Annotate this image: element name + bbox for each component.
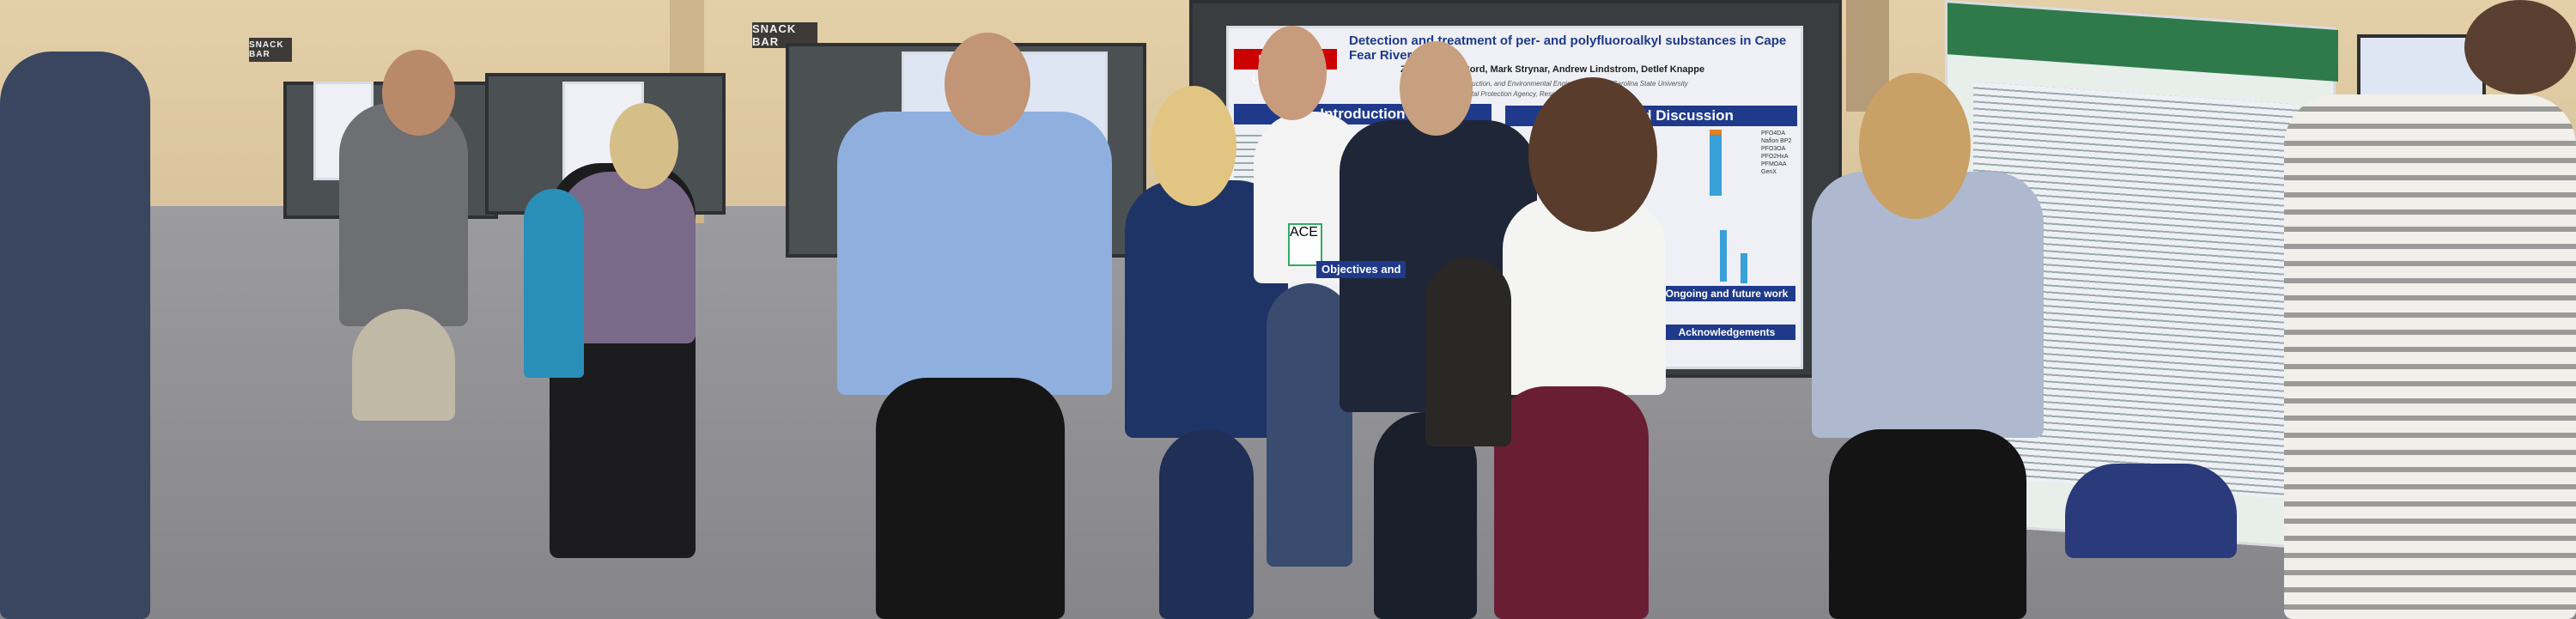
legend-item: GenX — [1761, 169, 1777, 175]
person-head — [382, 50, 455, 136]
legend-item: PFO2HxA — [1761, 154, 1789, 160]
snack-bar-sign: SNACK BAR — [249, 38, 292, 62]
chart-bar — [1720, 230, 1727, 282]
legend-item: PFMOAA — [1761, 161, 1787, 167]
person — [2284, 94, 2576, 619]
chart-bar — [1710, 130, 1722, 135]
person — [1829, 429, 2026, 619]
tote-bag — [524, 189, 584, 378]
person-head — [1151, 86, 1236, 206]
person — [1494, 386, 1649, 619]
person-hair — [1528, 77, 1657, 232]
chart-bar — [1741, 253, 1747, 283]
legend-item: PFO3OA — [1761, 146, 1786, 152]
section-objectives: Objectives and — [1316, 261, 1406, 278]
person — [339, 103, 468, 326]
legend-item: PFO4DA — [1761, 130, 1786, 137]
affiliation: Civil, Construction, and Environmental E… — [1435, 80, 1688, 88]
person — [1374, 412, 1477, 619]
handbag — [1425, 258, 1511, 446]
person-head — [1258, 26, 1327, 120]
section-ongoing: Ongoing and future work — [1658, 286, 1795, 301]
person-head — [945, 33, 1030, 136]
chart-legend: PFO4DA Nafion BP2 PFO3OA PFO2HxA PFMOAA … — [1761, 130, 1791, 176]
poster-authors: Zachary ... McCord, Mark Strynar, Andrew… — [1400, 64, 1705, 75]
person — [2065, 464, 2237, 558]
section-acknowledgements: Acknowledgements — [1658, 325, 1795, 340]
badge: ACE — [1288, 223, 1322, 266]
person — [876, 378, 1065, 619]
person-hair — [1859, 73, 1971, 219]
affiliation: Environmental Protection Agency, Researc… — [1435, 90, 1625, 98]
chart-bar — [1710, 131, 1722, 196]
person-head — [1400, 41, 1473, 136]
person — [1267, 283, 1352, 567]
person — [0, 52, 150, 619]
person — [837, 112, 1112, 395]
person-head — [2464, 0, 2576, 94]
person — [1159, 429, 1254, 619]
person-head — [610, 103, 678, 189]
person — [352, 309, 455, 421]
legend-item: Nafion BP2 — [1761, 138, 1792, 144]
